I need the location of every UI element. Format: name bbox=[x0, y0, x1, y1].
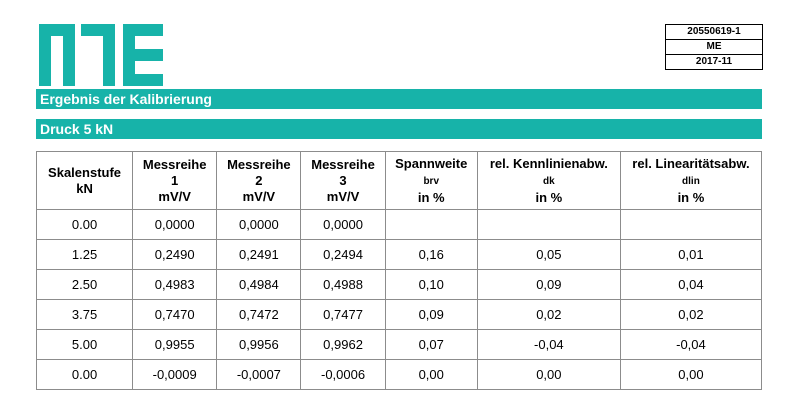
cell-scale: 2.50 bbox=[35, 269, 134, 300]
col-header-series-1: Messreihe 1 mV/V bbox=[132, 151, 218, 210]
cell-series-1: 0,2490 bbox=[132, 239, 218, 270]
cell-span bbox=[384, 209, 478, 240]
cell-series-2: 0,4984 bbox=[216, 269, 302, 300]
cell-series-3: 0,7477 bbox=[300, 299, 386, 330]
cell-series-1: 0,0000 bbox=[132, 209, 218, 240]
cell-characteristic-deviation bbox=[476, 209, 621, 240]
cell-series-2: 0,9956 bbox=[216, 329, 302, 360]
table-row: 0.00 -0,0009 -0,0007 -0,0006 0,00 0,00 0… bbox=[35, 359, 763, 390]
cell-series-2: 0,0000 bbox=[216, 209, 302, 240]
cell-linearity-deviation bbox=[619, 209, 763, 240]
col-header-series-3: Messreihe 3 mV/V bbox=[300, 151, 386, 210]
cell-linearity-deviation: -0,04 bbox=[619, 329, 763, 360]
cell-series-1: 0,7470 bbox=[132, 299, 218, 330]
cell-characteristic-deviation: 0,09 bbox=[476, 269, 621, 300]
cell-linearity-deviation: 0,01 bbox=[619, 239, 763, 270]
cell-scale: 0.00 bbox=[35, 209, 134, 240]
cell-series-1: -0,0009 bbox=[132, 359, 218, 390]
cell-series-2: 0,2491 bbox=[216, 239, 302, 270]
document-number: 20550619-1 bbox=[666, 25, 762, 40]
cell-scale: 0.00 bbox=[35, 359, 134, 390]
cell-series-3: 0,4988 bbox=[300, 269, 386, 300]
cell-series-3: -0,0006 bbox=[300, 359, 386, 390]
col-header-span: Spannweite brv in % bbox=[384, 151, 478, 210]
table-row: 0.00 0,0000 0,0000 0,0000 bbox=[35, 209, 763, 240]
cell-series-2: -0,0007 bbox=[216, 359, 302, 390]
section-title: Ergebnis der Kalibrierung bbox=[36, 89, 762, 109]
table-row: 3.75 0,7470 0,7472 0,7477 0,09 0,02 0,02 bbox=[35, 299, 763, 330]
company-logo bbox=[39, 24, 163, 86]
document-date: 2017-11 bbox=[695, 56, 733, 67]
table-header-row: Skalenstufe kN Messreihe 1 mV/V Messreihe 2 m… bbox=[35, 151, 763, 210]
col-header-linearity-deviation: rel. Linearitätsabw. dlin in % bbox=[619, 151, 763, 210]
table-row: 1.25 0,2490 0,2491 0,2494 0,16 0,05 0,01 bbox=[35, 239, 763, 270]
cell-series-1: 0,4983 bbox=[132, 269, 218, 300]
cell-characteristic-deviation: -0,04 bbox=[476, 329, 621, 360]
cell-series-3: 0,9962 bbox=[300, 329, 386, 360]
cell-span: 0,10 bbox=[384, 269, 478, 300]
cell-characteristic-deviation: 0,05 bbox=[476, 239, 621, 270]
cell-span: 0,00 bbox=[384, 359, 478, 390]
cell-series-3: 0,0000 bbox=[300, 209, 386, 240]
cell-characteristic-deviation: 0,00 bbox=[476, 359, 621, 390]
cell-span: 0,09 bbox=[384, 299, 478, 330]
cell-scale: 1.25 bbox=[35, 239, 134, 270]
calibration-table: Skalenstufe kN Messreihe 1 mV/V Messreihe 2 m… bbox=[35, 151, 763, 390]
cell-series-3: 0,2494 bbox=[300, 239, 386, 270]
cell-span: 0,07 bbox=[384, 329, 478, 360]
cell-series-1: 0,9955 bbox=[132, 329, 218, 360]
document-info-box: 20550619-1 ME 2017-11 bbox=[665, 24, 763, 70]
table-row: 2.50 0,4983 0,4984 0,4988 0,10 0,09 0,04 bbox=[35, 269, 763, 300]
cell-span: 0,16 bbox=[384, 239, 478, 270]
col-header-characteristic-deviation: rel. Kennlinienabw. dk in % bbox=[476, 151, 621, 210]
cell-linearity-deviation: 0,04 bbox=[619, 269, 763, 300]
table-row: 5.00 0,9955 0,9956 0,9962 0,07 -0,04 -0,… bbox=[35, 329, 763, 360]
cell-linearity-deviation: 0,00 bbox=[619, 359, 763, 390]
cell-scale: 3.75 bbox=[35, 299, 134, 330]
col-header-series-2: Messreihe 2 mV/V bbox=[216, 151, 302, 210]
section-subtitle: Druck 5 kN bbox=[36, 119, 762, 139]
company-code: ME bbox=[666, 40, 762, 55]
cell-linearity-deviation: 0,02 bbox=[619, 299, 763, 330]
col-header-scale: Skalenstufe kN bbox=[35, 151, 134, 210]
cell-scale: 5.00 bbox=[35, 329, 134, 360]
cell-characteristic-deviation: 0,02 bbox=[476, 299, 621, 330]
cell-series-2: 0,7472 bbox=[216, 299, 302, 330]
